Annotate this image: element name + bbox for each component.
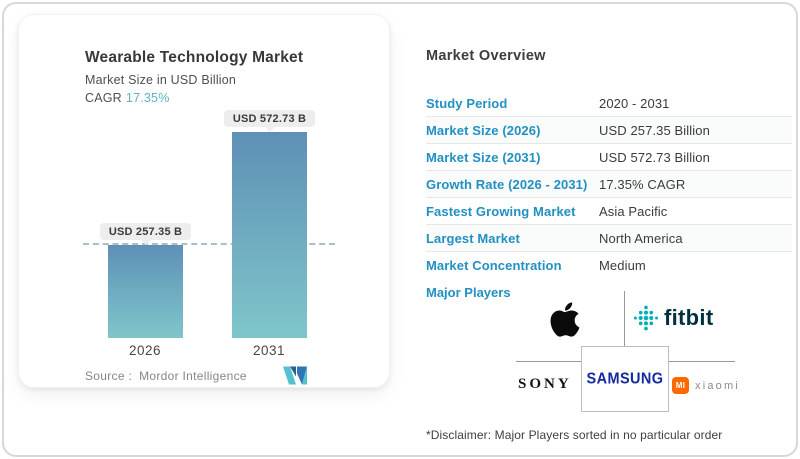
table-row: Market Size (2026) USD 257.35 Billion xyxy=(426,117,792,144)
samsung-logo-box: SAMSUNG xyxy=(581,346,669,412)
bar-value-pointer xyxy=(264,127,275,132)
row-label: Largest Market xyxy=(426,230,520,246)
source-attribution: Source : Mordor Intelligence xyxy=(85,369,247,383)
xiaomi-wordmark: xiaomi xyxy=(695,379,740,392)
bar-group: USD 572.73 B xyxy=(223,110,316,338)
row-value: 17.35% CAGR xyxy=(599,176,686,192)
source-label: Source : xyxy=(85,369,133,383)
fitbit-logo: fitbit xyxy=(633,305,713,331)
table-row: Growth Rate (2026 - 2031) 17.35% CAGR xyxy=(426,171,792,198)
players-horizontal-divider xyxy=(516,361,581,362)
cagr-label: CAGR xyxy=(85,91,122,105)
table-row: Market Size (2031) USD 572.73 Billion xyxy=(426,144,792,171)
row-value: 2020 - 2031 xyxy=(599,95,670,111)
cagr-value: 17.35% xyxy=(125,91,170,105)
table-row: Study Period 2020 - 2031 xyxy=(426,90,792,117)
row-label: Market Size (2031) xyxy=(426,149,541,165)
table-row: Fastest Growing Market Asia Pacific xyxy=(426,198,792,225)
row-label: Growth Rate (2026 - 2031) xyxy=(426,176,588,192)
bar xyxy=(232,132,307,338)
reference-line xyxy=(83,243,335,245)
samsung-wordmark: SAMSUNG xyxy=(586,370,664,388)
players-horizontal-divider xyxy=(669,361,735,362)
row-label: Study Period xyxy=(426,95,508,111)
players-vertical-divider xyxy=(624,291,625,346)
xiaomi-mi-icon: MI xyxy=(672,377,689,394)
mordor-intelligence-logo-icon xyxy=(283,366,307,385)
bar-value-label: USD 257.35 B xyxy=(99,223,192,240)
chart-title: Wearable Technology Market xyxy=(85,49,304,66)
x-axis-label: 2026 xyxy=(128,343,162,358)
xiaomi-logo: MI xiaomi xyxy=(672,377,740,394)
bar-value-label: USD 572.73 B xyxy=(223,110,316,127)
chart-subtitle: Market Size in USD Billion xyxy=(85,73,237,87)
bar-chart: USD 257.35 B USD 572.73 B xyxy=(83,110,335,338)
market-size-chart-card: Wearable Technology Market Market Size i… xyxy=(18,14,390,388)
row-label: Fastest Growing Market xyxy=(426,203,576,219)
cagr-line: CAGR 17.35% xyxy=(85,91,170,105)
sony-wordmark: SONY xyxy=(518,376,572,392)
fitbit-diamond-icon xyxy=(633,305,658,331)
major-players-label: Major Players xyxy=(426,285,511,300)
table-row: Largest Market North America xyxy=(426,225,792,252)
row-label: Market Concentration xyxy=(426,258,562,273)
row-value: Asia Pacific xyxy=(599,203,668,219)
bar xyxy=(108,245,183,338)
row-value: USD 257.35 Billion xyxy=(599,122,710,138)
row-value: Medium xyxy=(599,258,646,273)
disclaimer-text: *Disclaimer: Major Players sorted in no … xyxy=(426,428,723,442)
fitbit-wordmark: fitbit xyxy=(664,305,714,330)
bar-value-pointer xyxy=(140,240,151,245)
bar-group: USD 257.35 B xyxy=(99,223,192,338)
table-row: Market Concentration Medium xyxy=(426,252,792,279)
row-value: North America xyxy=(599,230,683,246)
overview-heading: Market Overview xyxy=(426,48,546,64)
source-value: Mordor Intelligence xyxy=(139,369,247,383)
x-axis-label: 2031 xyxy=(252,343,286,358)
row-value: USD 572.73 Billion xyxy=(599,149,710,165)
overview-table: Study Period 2020 - 2031 Market Size (20… xyxy=(426,90,792,279)
row-label: Market Size (2026) xyxy=(426,122,541,138)
market-overview-panel: Market Overview Study Period 2020 - 2031… xyxy=(426,4,792,455)
apple-logo-icon xyxy=(550,302,580,337)
